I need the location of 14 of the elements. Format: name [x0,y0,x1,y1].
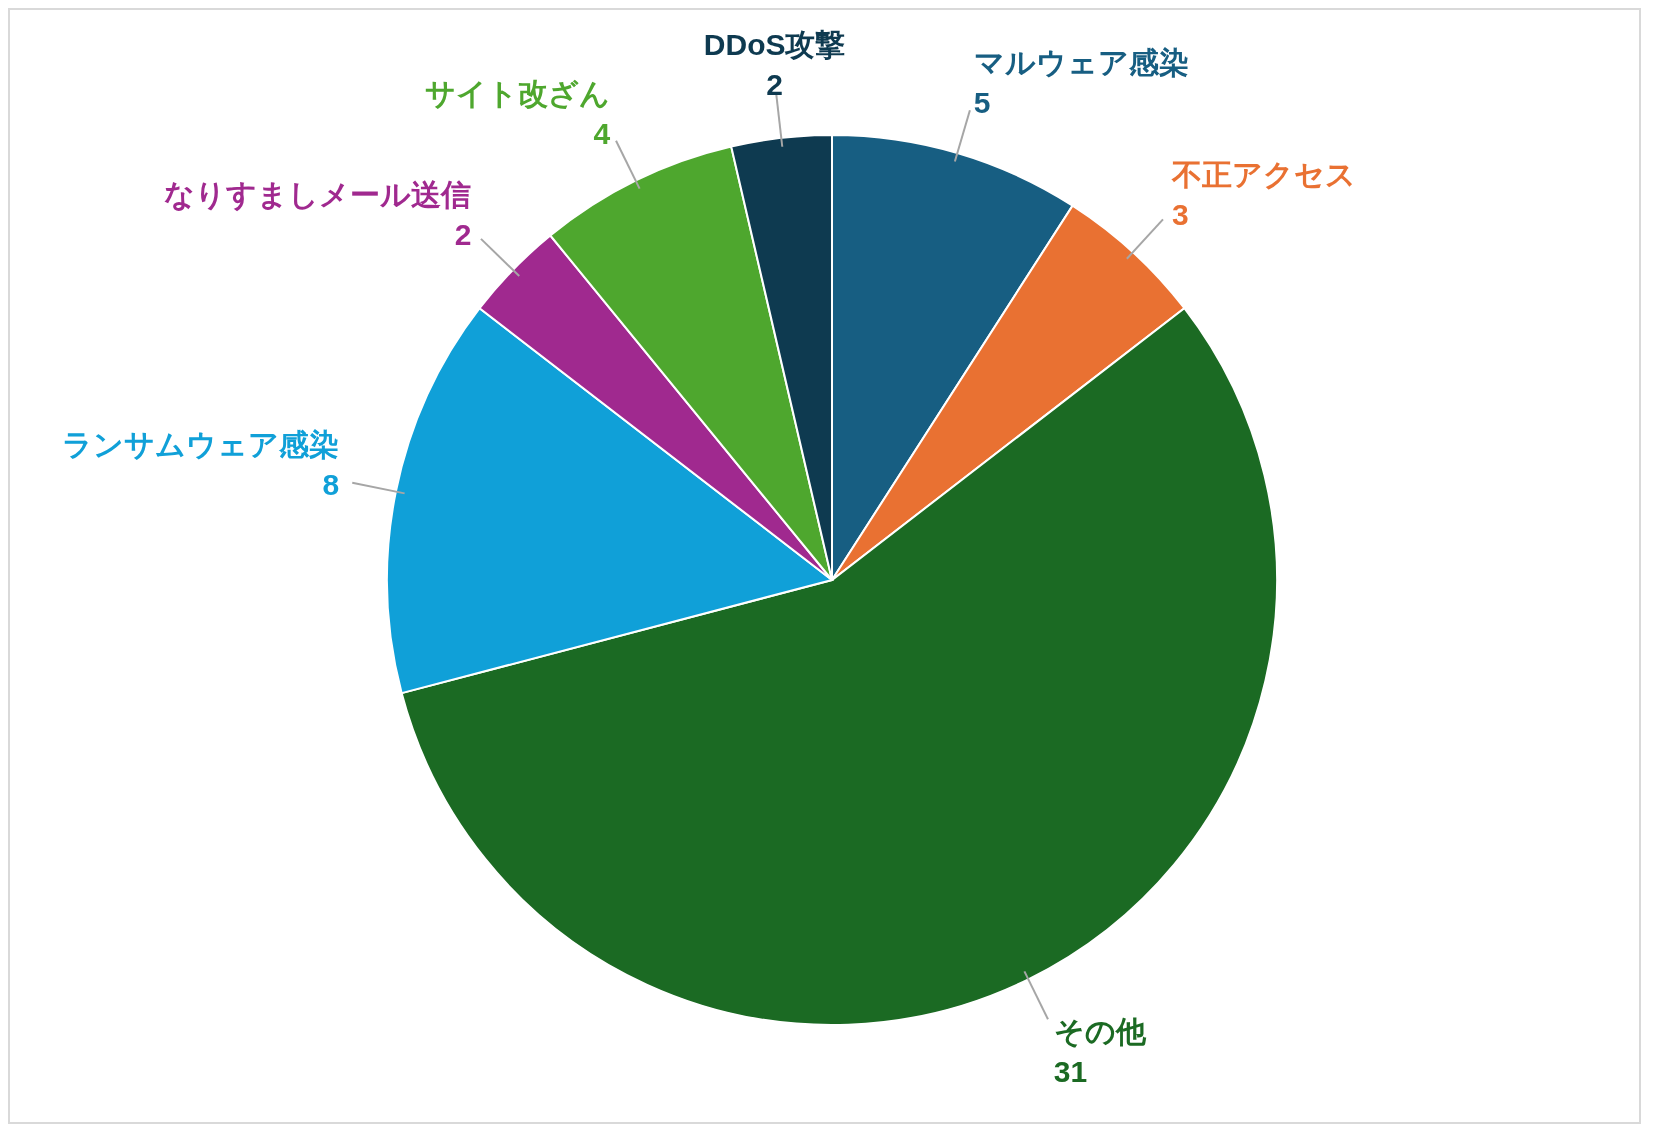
slice-label: なりすましメール送信 [164,177,472,212]
data-label: 8 [322,467,340,501]
data-label: 31 [1053,1054,1088,1088]
slice-label: ランサムウェア感染 [62,427,340,461]
data-label: 3 [1172,197,1189,231]
slice-label: マルウェア感染 [973,45,1189,79]
slice-label: サイト改ざん [425,76,611,110]
slice-label: 不正アクセス [1171,157,1357,191]
slice-label: DDoS攻撃 [703,27,846,61]
data-label: 4 [593,116,611,150]
data-label: 2 [454,217,472,251]
slice-label: その他 [1053,1014,1147,1048]
data-label: 2 [766,67,784,101]
data-label: 5 [973,85,991,119]
